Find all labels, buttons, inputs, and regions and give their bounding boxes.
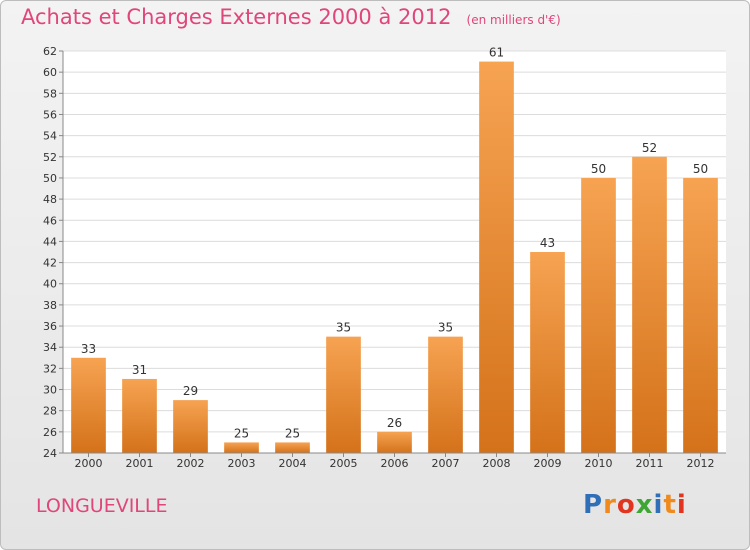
x-tick-label-2012: 2012 <box>687 457 715 470</box>
x-tick-label-2011: 2011 <box>636 457 664 470</box>
x-axis: 2000 2001 2002 2003 2004 2005 2006 2007 2008 2009… <box>63 452 726 470</box>
y-tick-label: 56 <box>43 108 57 121</box>
bar-2001 <box>122 378 157 453</box>
y-tick-label: 26 <box>43 426 57 439</box>
logo-letter: t <box>663 490 677 520</box>
commune-name: LONGUEVILLE <box>36 495 168 517</box>
x-tick-label-2007: 2007 <box>432 457 460 470</box>
logo-letter: i <box>653 490 664 520</box>
bar-2007 <box>428 336 463 453</box>
bar-2011 <box>632 156 667 453</box>
logo-letter: r <box>603 490 617 520</box>
logo-letter: o <box>616 490 636 520</box>
data-label-2003: 25 <box>234 426 249 440</box>
bar-2009 <box>530 252 565 453</box>
y-tick-label: 60 <box>43 66 57 79</box>
x-tick-label-2005: 2005 <box>330 457 358 470</box>
y-tick-label: 58 <box>43 87 57 100</box>
x-tick-label-2002: 2002 <box>177 457 205 470</box>
bar-2002 <box>173 400 208 453</box>
bar-2006 <box>377 431 412 453</box>
plot-area <box>63 51 726 453</box>
bar-2005 <box>326 336 361 453</box>
x-tick-label-2006: 2006 <box>381 457 409 470</box>
data-label-2008: 61 <box>489 46 504 60</box>
data-label-2005: 35 <box>336 321 351 335</box>
y-tick-label: 44 <box>43 235 57 248</box>
y-tick-label: 52 <box>43 151 57 164</box>
chart-title: Achats et Charges Externes 2000 à 2012 <box>21 5 452 29</box>
y-tick-label: 32 <box>43 362 57 375</box>
bars: 33 31 29 25 25 35 26 35 61 43 50 52 50 <box>71 46 718 453</box>
x-tick-label-2000: 2000 <box>75 457 103 470</box>
x-tick-label-2004: 2004 <box>279 457 307 470</box>
y-tick-label: 50 <box>43 172 57 185</box>
y-tick-label: 48 <box>43 193 57 206</box>
y-tick-label: 34 <box>43 341 57 354</box>
y-tick-label: 30 <box>43 384 57 397</box>
data-label-2011: 52 <box>642 141 657 155</box>
bar-2004 <box>275 442 310 453</box>
data-label-2006: 26 <box>387 416 402 430</box>
chart-unit: (en milliers d'€) <box>466 13 561 27</box>
y-tick-label: 24 <box>43 447 57 460</box>
data-label-2001: 31 <box>132 363 147 377</box>
y-tick-label: 36 <box>43 320 57 333</box>
y-tick-label: 42 <box>43 257 57 270</box>
logo-letter: i <box>676 490 687 520</box>
bar-2010 <box>581 177 616 453</box>
proxiti-logo[interactable]: Proxiti <box>583 490 687 520</box>
data-label-2012: 50 <box>693 162 708 176</box>
data-label-2010: 50 <box>591 162 606 176</box>
bar-2000 <box>71 357 106 453</box>
bar-2012 <box>683 177 718 453</box>
logo-letter: P <box>583 490 604 520</box>
y-tick-label: 40 <box>43 278 57 291</box>
x-tick-label-2009: 2009 <box>534 457 562 470</box>
y-tick-label: 38 <box>43 299 57 312</box>
data-label-2007: 35 <box>438 321 453 335</box>
data-label-2004: 25 <box>285 426 300 440</box>
y-tick-label: 46 <box>43 214 57 227</box>
x-tick-label-2003: 2003 <box>228 457 256 470</box>
data-label-2009: 43 <box>540 236 555 250</box>
logo-letter: x <box>635 490 654 520</box>
x-tick-label-2008: 2008 <box>483 457 511 470</box>
y-tick-label: 62 <box>43 45 57 58</box>
bar-2003 <box>224 442 259 453</box>
title-block: Achats et Charges Externes 2000 à 2012 (… <box>21 5 561 29</box>
data-label-2002: 29 <box>183 384 198 398</box>
y-axis: 24 26 28 30 32 34 36 38 40 42 44 46 48 50 52 54 56 58 60 62 <box>43 45 64 460</box>
data-label-2000: 33 <box>81 342 96 356</box>
bar-2008 <box>479 61 514 453</box>
y-tick-label: 54 <box>43 130 57 143</box>
y-tick-label: 28 <box>43 405 57 418</box>
x-tick-label-2001: 2001 <box>126 457 154 470</box>
x-tick-label-2010: 2010 <box>585 457 613 470</box>
